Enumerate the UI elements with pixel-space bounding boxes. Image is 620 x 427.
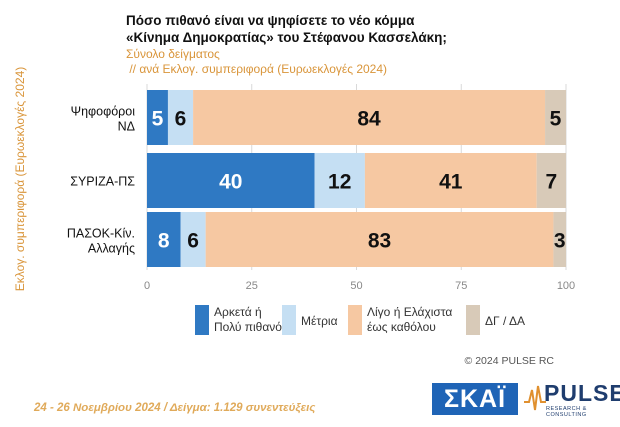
title-line-2: «Κίνημα Δημοκρατίας» του Στέφανου Κασσελ… bbox=[126, 30, 447, 45]
x-tick-label-75: 75 bbox=[455, 280, 467, 292]
bar-segment-2-1 bbox=[180, 212, 206, 267]
title-line-1: Πόσο πιθανό είναι να ψηφίσετε το νέο κόμ… bbox=[126, 13, 415, 28]
category-label-0: Ψηφοφόροι ΝΔ bbox=[71, 105, 136, 134]
bar-segment-0-1 bbox=[167, 90, 194, 145]
legend-label-1: Μέτρια bbox=[301, 314, 338, 329]
data-label-2-2: 83 bbox=[368, 230, 391, 253]
legend-label-line: Μέτρια bbox=[301, 314, 338, 328]
bar-segment-1-1 bbox=[314, 153, 365, 208]
copyright: © 2024 PULSE RC bbox=[464, 355, 554, 367]
x-tick-label-0: 0 bbox=[144, 280, 150, 292]
bar-segment-0-2 bbox=[193, 90, 546, 145]
data-label-0-2: 84 bbox=[357, 108, 381, 131]
bar-segment-0-0 bbox=[147, 90, 168, 145]
pulse-logo-word: PULSE bbox=[544, 380, 620, 406]
data-label-0-1: 6 bbox=[175, 108, 187, 131]
category-label-2: ΠΑΣΟΚ-Κίν. Αλλαγής bbox=[67, 227, 135, 256]
pulse-wave-icon bbox=[524, 385, 546, 411]
legend-swatch-3 bbox=[466, 305, 480, 335]
data-label-2-1: 6 bbox=[187, 230, 199, 253]
chart-subtitle: Σύνολο δείγματος // ανά Εκλογ. συμπεριφο… bbox=[126, 47, 387, 77]
bar-segment-1-0 bbox=[147, 153, 315, 208]
data-label-2-3: 3 bbox=[554, 230, 566, 253]
legend-label-3: ΔΓ / ΔΑ bbox=[485, 314, 525, 329]
data-label-1-0: 40 bbox=[219, 171, 242, 194]
category-label-line: Αλλαγής bbox=[88, 242, 135, 256]
bar-segment-2-0 bbox=[147, 212, 181, 267]
data-label-1-2: 41 bbox=[439, 171, 463, 194]
bar-segment-0-3 bbox=[545, 90, 566, 145]
category-label-line: ΣΥΡΙΖΑ-ΠΣ bbox=[70, 175, 135, 189]
bar-segment-2-2 bbox=[205, 212, 554, 267]
bar-segment-2-3 bbox=[553, 212, 566, 267]
category-label-line: Ψηφοφόροι bbox=[71, 105, 136, 119]
legend-label-line: έως καθόλου bbox=[367, 320, 436, 334]
data-label-2-0: 8 bbox=[158, 230, 170, 253]
x-tick-label-50: 50 bbox=[350, 280, 362, 292]
subtitle-line-1: Σύνολο δείγματος bbox=[126, 47, 220, 61]
data-label-0-0: 5 bbox=[152, 108, 164, 131]
data-label-1-3: 7 bbox=[545, 171, 557, 194]
category-label-line: ΝΔ bbox=[118, 120, 135, 134]
legend-swatch-1 bbox=[282, 305, 296, 335]
bar-segment-1-2 bbox=[364, 153, 537, 208]
category-label-1: ΣΥΡΙΖΑ-ΠΣ bbox=[70, 175, 135, 189]
legend-swatch-2 bbox=[348, 305, 362, 335]
subtitle-line-2: // ανά Εκλογ. συμπεριφορά (Ευρωεκλογές 2… bbox=[126, 62, 388, 76]
bar-segment-1-3 bbox=[536, 153, 566, 208]
pulse-logo: PULSE RESEARCH & CONSULTING bbox=[524, 380, 620, 420]
legend-label-line: Αρκετά ή bbox=[214, 305, 262, 319]
legend-label-line: Πολύ πιθανό bbox=[214, 320, 282, 334]
pulse-logo-subtitle: RESEARCH & CONSULTING bbox=[546, 406, 587, 418]
legend-label-0: Αρκετά ή Πολύ πιθανό bbox=[214, 305, 282, 335]
legend-label-2: Λίγο ή Ελάχιστα έως καθόλου bbox=[367, 305, 452, 335]
skai-logo: ΣΚΑΪ bbox=[432, 383, 518, 415]
legend-swatch-0 bbox=[195, 305, 209, 335]
data-label-1-1: 12 bbox=[328, 171, 351, 194]
x-tick-label-100: 100 bbox=[557, 280, 575, 292]
category-label-line: ΠΑΣΟΚ-Κίν. bbox=[67, 227, 135, 241]
legend-label-line: Λίγο ή Ελάχιστα bbox=[367, 305, 453, 319]
data-label-0-3: 5 bbox=[550, 108, 562, 131]
footer-fieldwork: 24 - 26 Νοεμβρίου 2024 / Δείγμα: 1.129 σ… bbox=[34, 402, 316, 414]
x-tick-label-25: 25 bbox=[246, 280, 258, 292]
chart-title: Πόσο πιθανό είναι να ψηφίσετε το νέο κόμ… bbox=[126, 12, 447, 46]
legend-label-line: ΔΓ / ΔΑ bbox=[485, 314, 525, 328]
